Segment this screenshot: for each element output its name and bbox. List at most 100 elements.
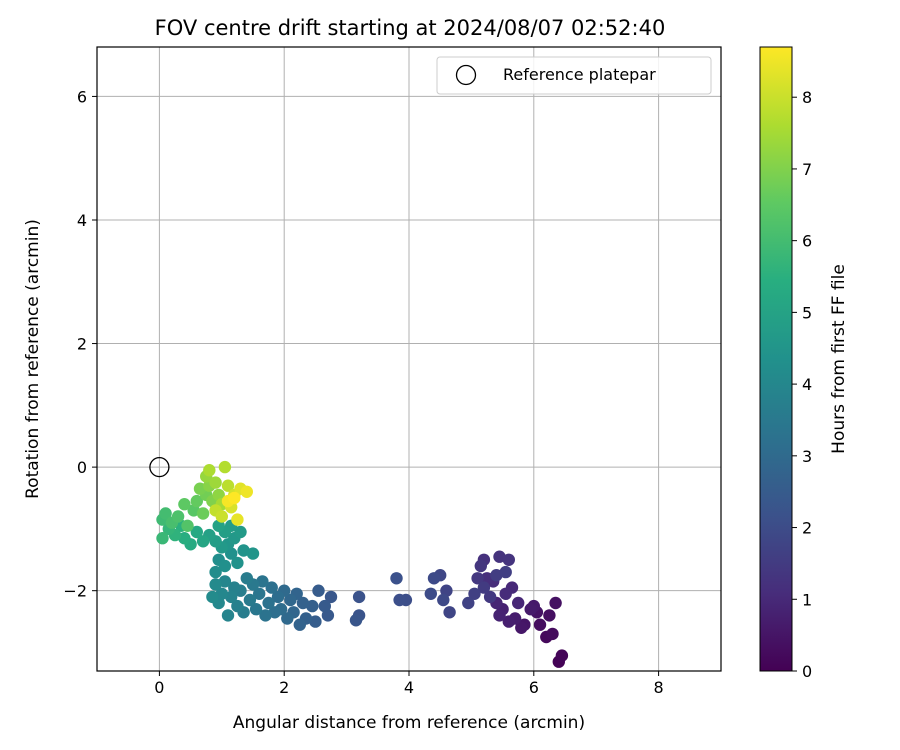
data-point [256,575,269,588]
data-point [309,615,322,628]
data-point [543,609,556,622]
data-point [468,587,481,600]
data-point [253,587,266,600]
data-point [499,587,512,600]
data-point [555,649,569,662]
data-point [483,590,497,604]
data-point [246,547,260,560]
colorbar-tick-label: 3 [802,447,812,466]
data-point [249,603,263,616]
legend-box [436,56,712,95]
data-point [321,609,335,622]
data-point [212,488,225,502]
data-point [209,565,222,579]
data-point [493,550,506,563]
data-point [318,599,331,613]
data-point [259,609,272,622]
data-point [178,532,191,545]
data-point [293,618,306,631]
colorbar-tick-label: 1 [802,590,812,609]
data-point [524,603,537,616]
colorbar-tick-label: 2 [802,519,812,538]
data-point [196,507,210,520]
data-point [546,627,559,641]
colorbar-tick-label: 8 [802,88,812,107]
y-axis-label: Rotation from reference (arcmin) [23,219,43,499]
data-point [203,464,216,477]
data-point [156,532,169,545]
x-tick-label: 0 [154,678,164,697]
data-point [215,510,228,523]
data-point [171,510,185,523]
data-point [352,590,366,604]
data-point [190,494,203,508]
data-point [296,596,310,610]
data-point [190,525,203,539]
data-point [265,581,278,594]
data-point [271,590,285,604]
data-point [206,590,219,604]
x-tick-label: 2 [279,678,289,697]
data-point [243,593,257,607]
data-point [502,553,515,566]
data-point [312,584,325,597]
colorbar-tick-label: 5 [802,303,812,322]
data-point [221,479,235,492]
data-point [349,614,363,627]
data-point [393,593,406,607]
reference-platepar-marker [149,456,170,478]
data-point [181,519,194,532]
y-tick-label: 4 [77,211,87,230]
axis-ticks: 0 2 4 6 8 −2 0 2 4 6 [63,87,663,697]
data-point [462,596,475,610]
y-tick-label: 0 [77,458,87,477]
x-tick-label: 8 [654,678,664,697]
y-tick-label: 6 [77,87,87,106]
data-point [240,485,253,498]
data-point [209,578,222,591]
data-point [284,593,297,607]
data-point [178,498,191,511]
data-point [324,590,338,604]
data-point [281,612,294,625]
data-point [193,482,207,495]
grid [97,47,721,671]
colorbar-tick-label: 6 [802,232,812,251]
data-points [149,456,569,668]
data-point [437,593,450,607]
data-point [262,596,275,610]
data-point [240,572,253,585]
y-tick-label: −2 [63,582,87,601]
x-axis-label: Angular distance from reference (arcmin) [233,713,585,733]
data-point [306,599,319,613]
chart-title: FOV centre drift starting at 2024/08/07 … [155,16,666,40]
data-point [228,491,241,505]
data-point [512,596,525,610]
data-point [225,547,238,560]
data-point [218,559,232,573]
legend: Reference platepar [436,56,712,95]
data-point [159,507,172,520]
data-point [502,615,515,628]
data-point [231,513,244,526]
data-point [549,596,562,610]
data-point [515,621,528,634]
colorbar-tick-label: 7 [802,160,812,179]
data-point [474,559,487,573]
data-point [490,569,503,582]
legend-entry-reference: Reference platepar [503,65,656,84]
data-point [234,525,247,539]
y-tick-label: 2 [77,335,87,354]
data-point [225,590,238,604]
data-point [228,581,241,594]
data-point [218,460,232,474]
colorbar-tick-label: 4 [802,375,812,394]
x-tick-label: 4 [404,678,414,697]
x-tick-label: 6 [529,678,539,697]
data-point [209,476,222,489]
data-point [533,618,547,631]
legend-marker-reference [455,64,477,86]
data-point [493,609,506,622]
data-point [237,544,250,557]
